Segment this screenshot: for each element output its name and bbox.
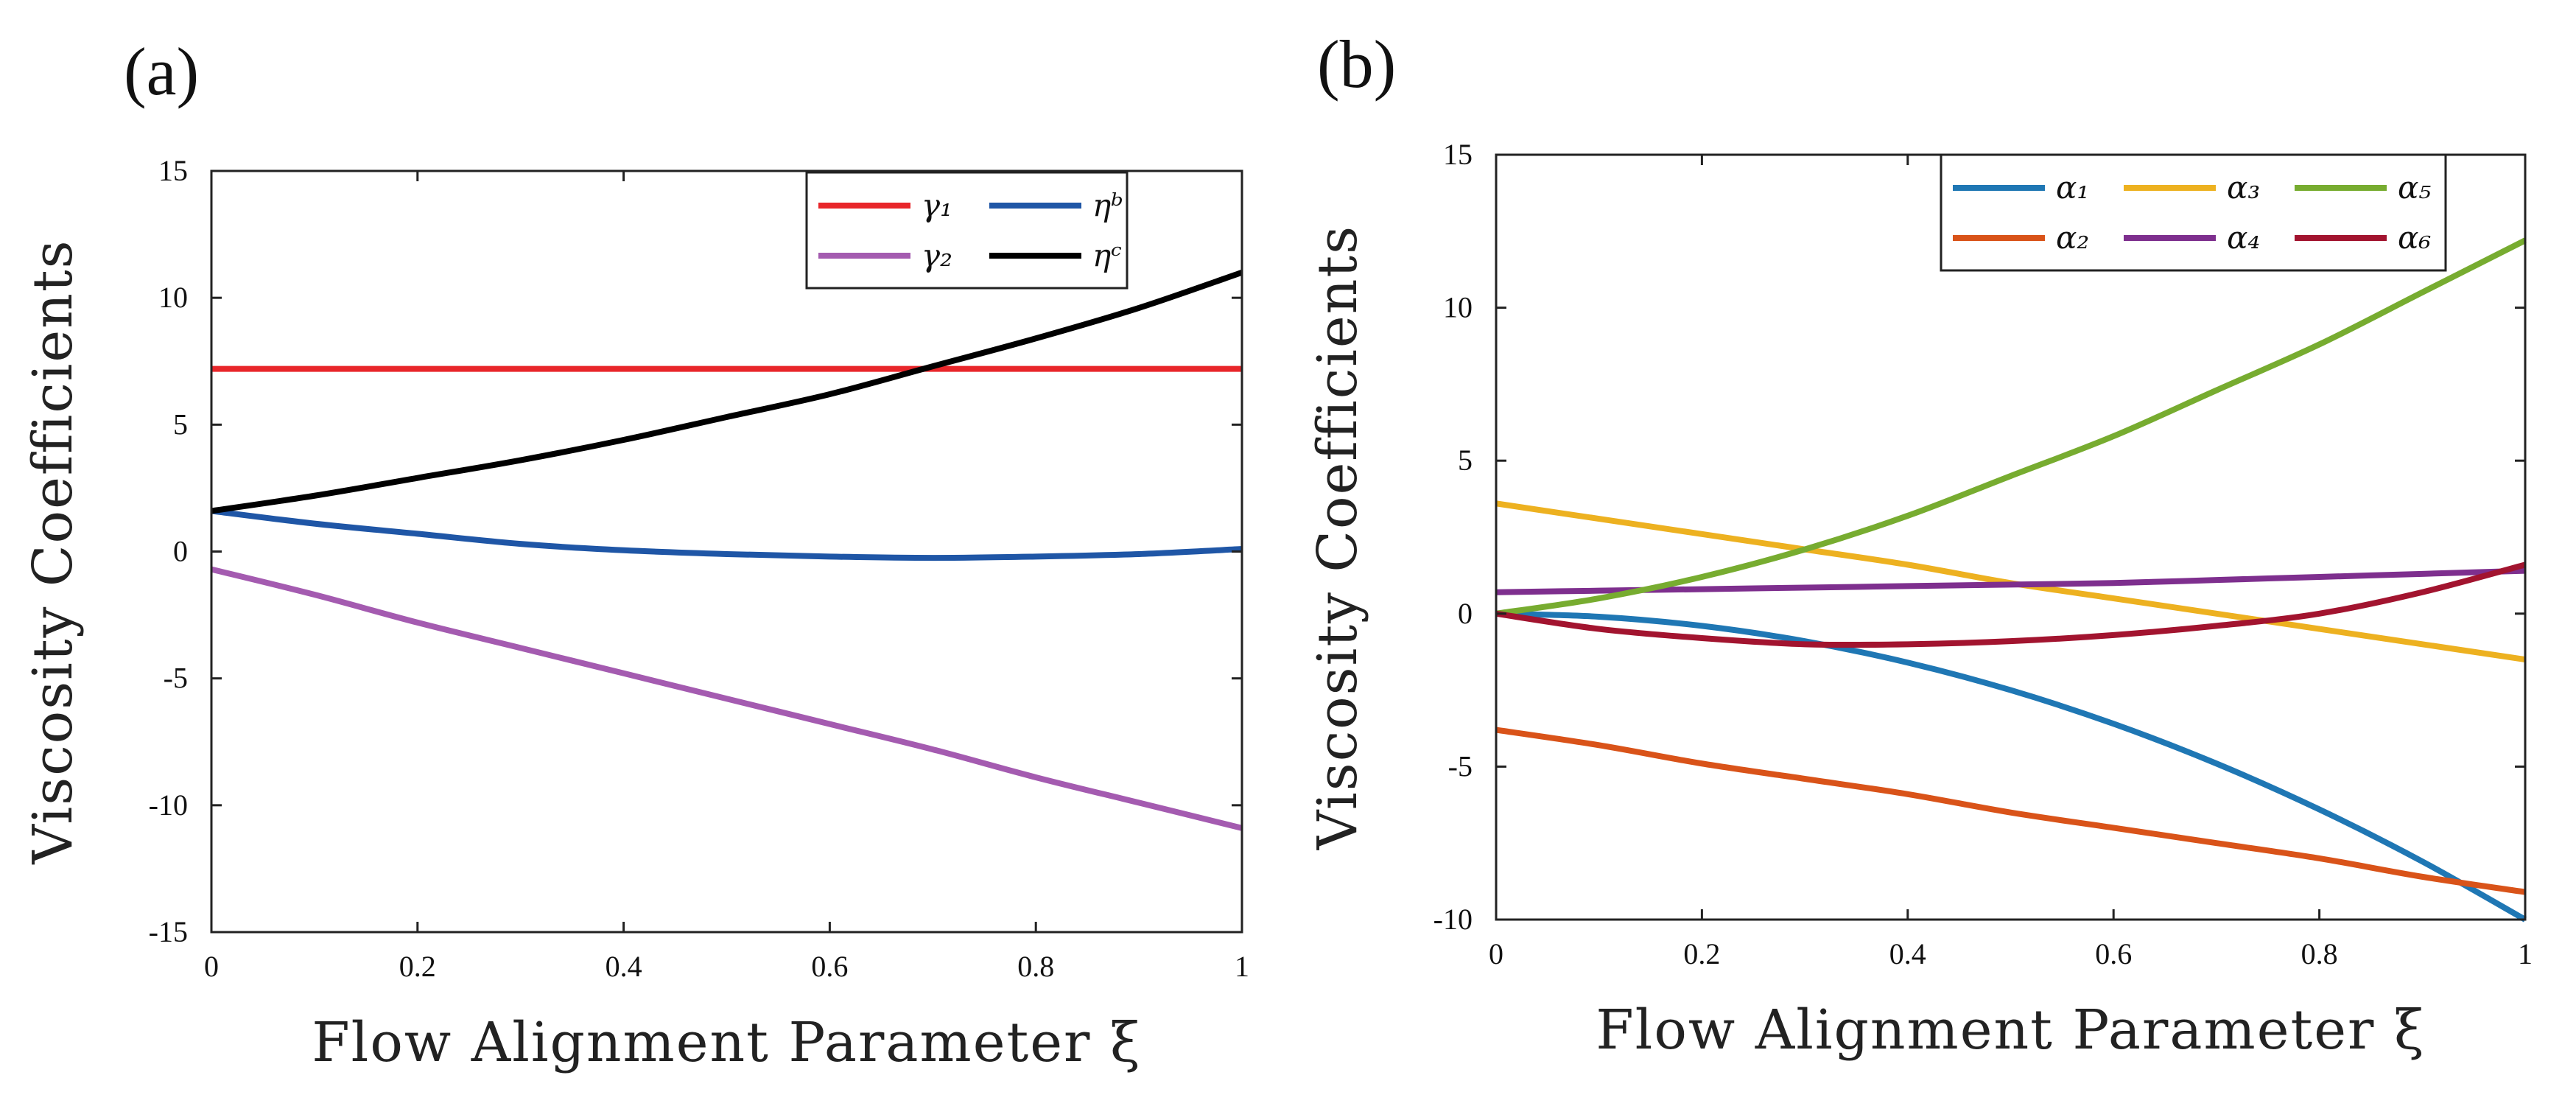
panel-b-legend-entry: α₆	[2398, 220, 2431, 256]
panel-b-legend-box	[1940, 153, 2447, 272]
panel-a-y-tick-label: 15	[158, 154, 188, 187]
panel-b-legend-entry: α₂	[2056, 220, 2089, 256]
panel-b-y-axis-label: Viscosity Coefficients	[1306, 225, 1369, 850]
panel-b-y-tick-label: 10	[1443, 291, 1473, 324]
panel-b-x-axis-label: Flow Alignment Parameter ξ	[1596, 998, 2425, 1062]
panel-a-x-tick-label: 0.6	[811, 950, 848, 983]
panel-a-legend-entry: γ₂	[922, 237, 952, 273]
panel-a-legend-entry: ηᵇ	[1092, 187, 1123, 223]
panel-a-legend-box	[805, 171, 1129, 290]
panel-a-y-tick-label: 5	[173, 407, 188, 441]
panel-a-y-tick-label: -5	[164, 662, 188, 695]
panel-a-y-tick-label: 10	[158, 281, 188, 314]
panel-b-series	[1495, 237, 2527, 923]
panel-b-y-tick-label: 0	[1458, 597, 1473, 630]
panel-b-x-tick-label: 1	[2518, 937, 2533, 970]
panel-b-series-1-line	[1495, 610, 2527, 923]
panel-a-x-tick-label: 0.4	[606, 950, 642, 983]
panel-b-x-tick-label: 0.2	[1683, 937, 1720, 970]
panel-a-y-ticks: -15 -10 -5 0 5 10 15	[149, 154, 1242, 948]
panel-b-legend: α₁ α₂ α₃ α₄ α₅ α₆	[1940, 153, 2447, 272]
panel-a-y-tick-label: -10	[149, 788, 188, 822]
panel-a-x-axis-label: Flow Alignment Parameter ξ	[312, 1011, 1141, 1074]
panel-a-x-tick-label: 1	[1235, 950, 1249, 983]
panel-a-y-axis-label: Viscosity Coefficients	[21, 239, 85, 864]
panel-b-legend-entry: α₁	[2056, 169, 2089, 206]
panel-a-x-tick-label: 0.2	[399, 950, 436, 983]
panel-a-legend-entry: γ₁	[922, 187, 952, 223]
panel-b-y-tick-label: -5	[1448, 749, 1473, 783]
panel-b-y-tick-label: -10	[1433, 903, 1473, 936]
panel-b-series-4-line	[1495, 567, 2526, 595]
panel-a-x-ticks: 0 0.2 0.4 0.6 0.8 1	[204, 171, 1249, 983]
panel-b-legend-entry: α₄	[2227, 220, 2260, 256]
panel-b-x-tick-label: 0	[1489, 937, 1503, 970]
panel-b-y-tick-label: 15	[1443, 138, 1473, 171]
panel-a-legend-entry: ηᶜ	[1092, 237, 1122, 273]
panel-a-x-tick-label: 0.8	[1017, 950, 1054, 983]
panel-b-series-5-line	[1495, 237, 2527, 617]
panel-a-legend: γ₁ γ₂ ηᵇ ηᶜ	[805, 171, 1129, 290]
panel-b-legend-entry: α₃	[2227, 169, 2260, 206]
panel-b-legend-entry: α₅	[2398, 169, 2431, 206]
panel-b-label: (b)	[1317, 27, 1396, 102]
panel-b-series-2-line	[1495, 727, 2526, 895]
panel-a-y-tick-label: -15	[149, 915, 188, 948]
panel-a-series-3-line	[211, 508, 1243, 561]
panel-b-series-6-line	[1495, 561, 2527, 648]
panel-b-x-ticks: 0 0.2 0.4 0.6 0.8 1	[1489, 155, 2533, 970]
panel-a-label: (a)	[124, 34, 199, 109]
panel-a-series-4-line	[211, 269, 1243, 514]
panel-b-x-tick-label: 0.8	[2301, 937, 2338, 970]
panel-a-y-tick-label: 0	[173, 535, 188, 568]
panel-b-x-tick-label: 0.4	[1889, 937, 1926, 970]
panel-a-series-2-line	[211, 566, 1243, 831]
panel-b: (b) 0 0.2 0.4 0.6 0.8 1 -10 -5 0 5 10 15 Flow Alig…	[1306, 27, 2533, 1062]
panel-b-x-tick-label: 0.6	[2095, 937, 2132, 970]
panel-a: (a) 0 0.2 0.4 0.6 0.8 1 -15 -10 -5 0 5 10 15 Flow A…	[21, 34, 1249, 1074]
panel-b-y-tick-label: 5	[1458, 444, 1473, 477]
panel-b-y-ticks: -10 -5 0 5 10 15	[1433, 138, 2525, 936]
panel-a-series	[211, 269, 1243, 831]
panel-a-x-tick-label: 0	[204, 950, 219, 983]
